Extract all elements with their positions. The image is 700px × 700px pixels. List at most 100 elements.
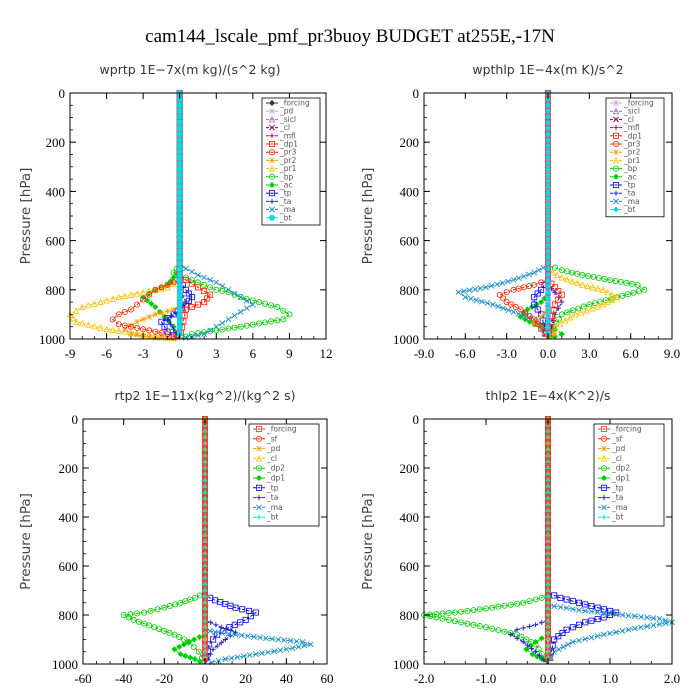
x-tick-label: -60 [74, 671, 91, 686]
series-point [518, 634, 525, 641]
series-point [170, 280, 177, 287]
series-point [176, 207, 183, 214]
panel-title: wpthlp 1E−4x(m K)/s^2 [472, 62, 623, 77]
series-point [176, 324, 183, 331]
series-point [618, 278, 625, 285]
series-point [544, 289, 552, 296]
x-tick-label: 9 [286, 346, 293, 361]
series-point [182, 286, 189, 293]
y-axis-label: Pressure [hPa] [360, 493, 376, 590]
series-point [534, 290, 541, 297]
series-point [207, 291, 214, 298]
series-point [582, 619, 589, 626]
series-line-pr3 [111, 93, 181, 340]
x-tick-label: -3 [138, 346, 149, 361]
series-point [464, 620, 471, 627]
legend-marker [268, 190, 275, 197]
series-point [240, 653, 247, 660]
series-point [584, 273, 591, 280]
legend-marker [269, 206, 275, 213]
series-point [600, 609, 607, 616]
series-point [91, 322, 98, 330]
series-point [544, 171, 552, 179]
series-point [210, 646, 216, 652]
series-point [545, 649, 551, 655]
series-point [613, 609, 620, 616]
x-tick-label: -20 [156, 671, 173, 686]
series-point [549, 269, 556, 276]
series-point [534, 317, 541, 324]
y-tick-label: 1000 [393, 332, 419, 347]
series-point [599, 286, 607, 293]
series-point [494, 281, 500, 288]
series-point [223, 626, 229, 632]
y-tick-label: 400 [46, 184, 66, 199]
series-point [188, 268, 195, 275]
series-point [286, 311, 293, 318]
series-point [458, 608, 465, 615]
legend-entry: _cl [266, 454, 277, 463]
series-point [510, 277, 517, 283]
series-point [268, 302, 275, 309]
series-point [544, 189, 552, 196]
series-point [599, 301, 607, 308]
legend: _forcing_pd_sicl_cl_mfl_dp1_pr3_pr2_pr1_… [261, 97, 321, 226]
series-point [577, 308, 585, 316]
series-point [201, 331, 208, 337]
series-point [544, 130, 552, 138]
series-point [544, 119, 552, 126]
series-point [225, 630, 232, 637]
series-point [544, 160, 552, 167]
series-point [569, 624, 576, 631]
series-point [548, 280, 555, 287]
series-point [545, 624, 551, 630]
series-point [503, 299, 510, 306]
series-point [154, 606, 161, 613]
series-point [576, 621, 583, 628]
series-point [182, 652, 189, 659]
series-point [115, 327, 123, 334]
series-point [461, 288, 467, 295]
series-point [127, 306, 134, 313]
series-point [202, 606, 208, 612]
legend-entry: _ta [611, 493, 623, 502]
legend-entry: _tp [266, 483, 279, 492]
series-line-dp1 [179, 93, 211, 340]
legend-marker [268, 140, 275, 147]
series-point [586, 301, 593, 308]
series-point [210, 636, 217, 643]
series-line-ac [142, 93, 181, 340]
series-point [187, 654, 194, 661]
series-point [115, 321, 122, 328]
y-tick-label: 600 [46, 234, 66, 249]
series-point [176, 148, 183, 155]
series-point [158, 329, 165, 336]
series-point [545, 459, 551, 465]
series-point [582, 607, 589, 614]
series-point [458, 619, 465, 626]
series-point [202, 489, 208, 496]
series-point [531, 316, 538, 323]
series-point [544, 265, 552, 272]
series-point [532, 596, 539, 603]
series-point [202, 587, 208, 594]
series-point [213, 286, 220, 293]
series-point [473, 297, 480, 304]
series-point [127, 611, 134, 618]
series-point [563, 596, 570, 603]
series-point [120, 612, 127, 619]
series-point [629, 280, 636, 287]
y-tick-label: 0 [413, 86, 420, 101]
series-point [514, 600, 521, 607]
series-point [182, 334, 189, 341]
series-point [237, 323, 244, 330]
series-point [85, 321, 92, 328]
series-point [72, 318, 80, 325]
legend-marker [601, 465, 608, 472]
series-point [122, 326, 128, 333]
series-point [517, 306, 524, 313]
series-line-dp1 [173, 419, 206, 665]
series-point [501, 602, 508, 609]
y-axis-label: Pressure [hPa] [360, 168, 376, 265]
